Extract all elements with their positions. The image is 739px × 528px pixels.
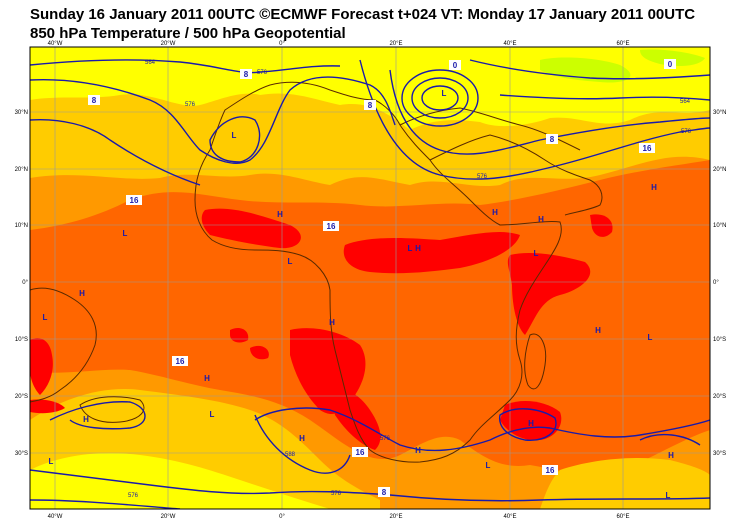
lat-label-right: 10°N [713,223,726,229]
isotherm-label: 8 [244,70,249,79]
high-mark: H [528,419,534,428]
high-mark: H [329,318,335,327]
map-title-line-1: Sunday 16 January 2011 00UTC ©ECMWF Fore… [30,6,696,23]
lon-label-bottom: 60°E [616,514,629,520]
low-mark: L [288,257,293,266]
high-mark: H [415,244,421,253]
isotherm-label: 16 [176,357,185,366]
lat-label-left: 20°S [15,394,28,400]
isotherm-label: 16 [130,196,139,205]
low-mark: L [123,229,128,238]
high-mark: H [299,434,305,443]
low-mark: L [408,244,413,253]
geopotential-label: 564 [145,60,156,66]
isotherm-label: 0 [668,60,673,69]
lon-label-top: 20°W [161,41,176,47]
map-frame [29,46,711,510]
isotherm-label: 0 [453,61,458,70]
lon-label-top: 60°E [616,41,629,47]
lat-label-right: 30°N [713,110,726,116]
lon-label-bottom: 20°W [161,514,176,520]
lat-label-left: 10°S [15,337,28,343]
low-mark: L [43,313,48,322]
lon-label-top: 40°W [48,41,63,47]
lat-label-right: 10°S [713,337,726,343]
temperature-band-cold-2 [640,49,705,66]
isotherm-label: 16 [356,448,365,457]
high-mark: H [79,289,85,298]
geopotential-label: 576 [380,436,391,442]
isotherm-label: 16 [546,466,555,475]
lon-label-bottom: 20°E [389,514,402,520]
lat-label-right: 20°N [713,167,726,173]
high-mark: H [538,215,544,224]
low-mark: L [648,333,653,342]
low-mark: L [486,461,491,470]
low-mark: L [232,131,237,140]
lat-label-right: 20°S [713,394,726,400]
geopotential-label: 564 [680,99,691,105]
isotherm-label: 16 [327,222,336,231]
temperature-band-8-16-south-east [540,458,710,509]
geopotential-label: 576 [331,491,342,497]
geopotential-contours [30,59,710,509]
geopotential-label: 576 [681,129,692,135]
geopotential-label: 588 [285,452,296,458]
low-mark: L [442,89,447,98]
high-mark: H [204,374,210,383]
isotherm-label: 8 [550,135,555,144]
lon-label-top: 20°E [389,41,402,47]
lat-label-right: 0° [713,280,719,286]
geopotential-labels: 564 576 576 576 564 576 576 588 576 576 [128,60,692,499]
low-mark: L [666,491,671,500]
latitude-labels: 30°N 20°N 10°N 0° 10°S 20°S 30°S 30°N 20… [15,110,727,457]
geopotential-label: 576 [257,70,268,76]
low-mark: L [49,457,54,466]
low-mark: L [534,249,539,258]
lat-label-left: 10°N [15,223,28,229]
geopotential-label: 576 [477,174,488,180]
high-mark: H [651,183,657,192]
lat-label-left: 30°S [15,451,28,457]
lon-label-bottom: 0° [279,514,285,520]
temperature-field [30,47,710,509]
low-mark: L [210,410,215,419]
temperature-band-32-plus [30,208,613,450]
isotherm-label: 8 [382,488,387,497]
high-mark: H [415,446,421,455]
geopotential-label: 576 [185,102,196,108]
isotherm-label: 8 [92,96,97,105]
temperature-band-0-8-south [30,453,330,509]
lon-label-top: 0° [279,41,285,47]
geopotential-label: 576 [128,493,139,499]
lat-label-left: 0° [22,280,28,286]
lat-lon-grid [30,47,710,509]
isotherm-label: 16 [643,144,652,153]
map-title-line-2: 850 hPa Temperature / 500 hPa Geopotenti… [30,25,346,42]
lat-label-left: 20°N [15,167,28,173]
high-mark: H [83,415,89,424]
high-mark: H [277,210,283,219]
high-mark: H [492,208,498,217]
longitude-labels: 40°W 20°W 0° 20°E 40°E 60°E 40°W 20°W 0°… [48,41,630,520]
lon-label-top: 40°E [503,41,516,47]
lat-label-left: 30°N [15,110,28,116]
pressure-centre-marks: L L L H H L L H H H L H L H L H H H L H … [43,89,675,500]
isotherm-labels: 8 8 8 0 0 8 16 16 16 16 16 8 16 [88,59,676,497]
lat-label-right: 30°S [713,451,726,457]
high-mark: H [668,451,674,460]
high-mark: H [595,326,601,335]
lon-label-bottom: 40°E [503,514,516,520]
temperature-band-cold [540,57,631,83]
isotherm-label: 8 [368,101,373,110]
lon-label-bottom: 40°W [48,514,63,520]
